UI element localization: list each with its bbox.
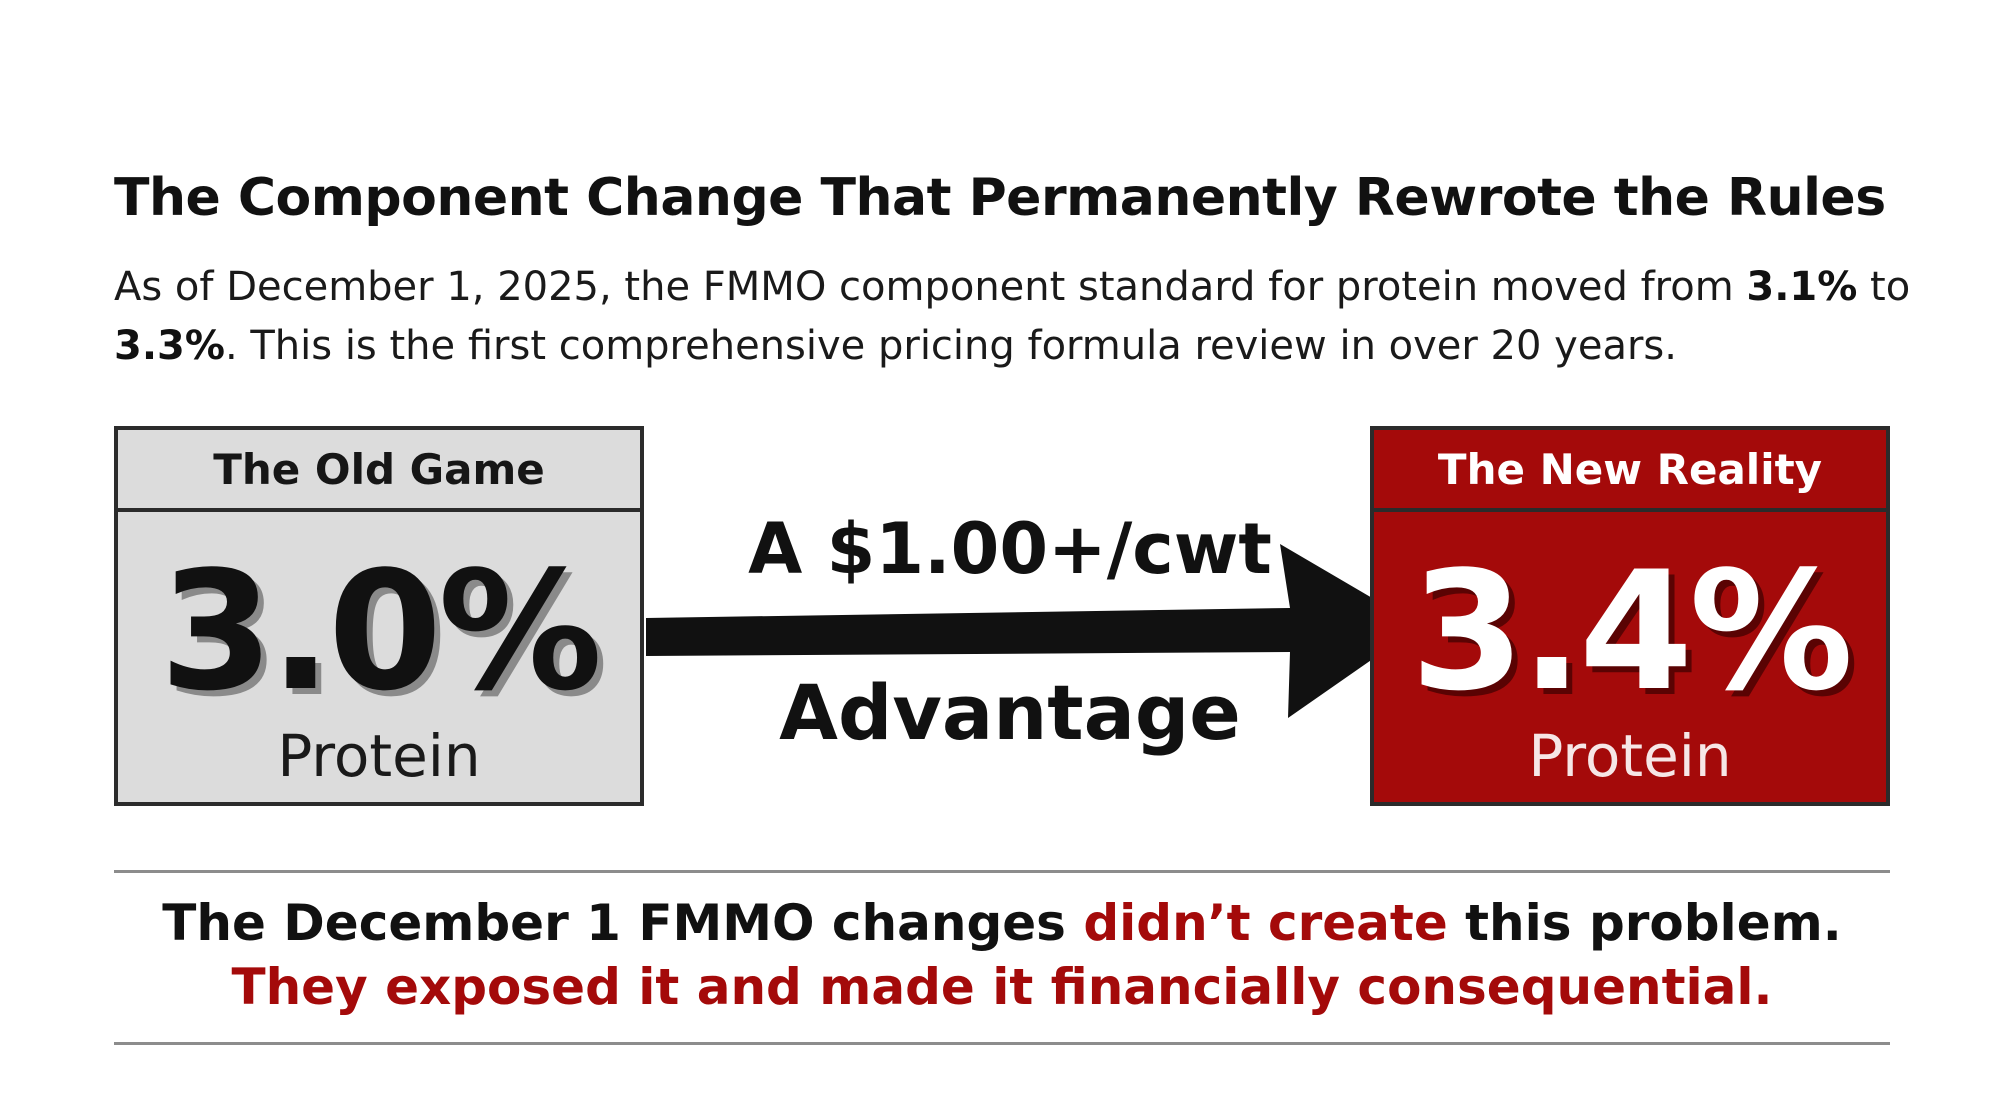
old-protein-label: Protein	[277, 722, 481, 790]
divider-top	[114, 870, 1890, 873]
intro-from-value: 3.1%	[1746, 264, 1858, 310]
intro-text-2: to	[1857, 264, 1911, 310]
conclusion-line-1: The December 1 FMMO changes didn’t creat…	[114, 894, 1890, 952]
old-game-box: The Old Game 3.0% Protein	[114, 426, 644, 806]
conclusion-text-1: The December 1 FMMO changes	[162, 894, 1084, 952]
intro-text-1: As of December 1, 2025, the FMMO compone…	[114, 264, 1747, 310]
page-title: The Component Change That Permanently Re…	[114, 168, 1886, 228]
intro-paragraph: As of December 1, 2025, the FMMO compone…	[114, 258, 1914, 376]
intro-to-value: 3.3%	[114, 323, 225, 369]
new-protein-value: 3.4%	[1410, 536, 1854, 727]
new-reality-header: The New Reality	[1374, 430, 1886, 512]
new-reality-box: The New Reality 3.4% Protein	[1370, 426, 1890, 806]
conclusion-line-2: They exposed it and made it financially …	[231, 958, 1773, 1016]
new-protein-label: Protein	[1528, 722, 1732, 790]
divider-bottom	[114, 1042, 1890, 1045]
arrow-label-bottom: Advantage	[779, 668, 1241, 757]
conclusion-accent: didn’t create	[1083, 894, 1448, 952]
old-protein-value: 3.0%	[159, 536, 603, 727]
conclusion-text-2: this problem.	[1447, 894, 1842, 952]
arrow-label-top: A $1.00+/cwt	[748, 508, 1272, 590]
transition-arrow-icon	[646, 544, 1420, 718]
old-game-header: The Old Game	[118, 430, 640, 512]
intro-text-3: . This is the first comprehensive pricin…	[224, 323, 1677, 369]
